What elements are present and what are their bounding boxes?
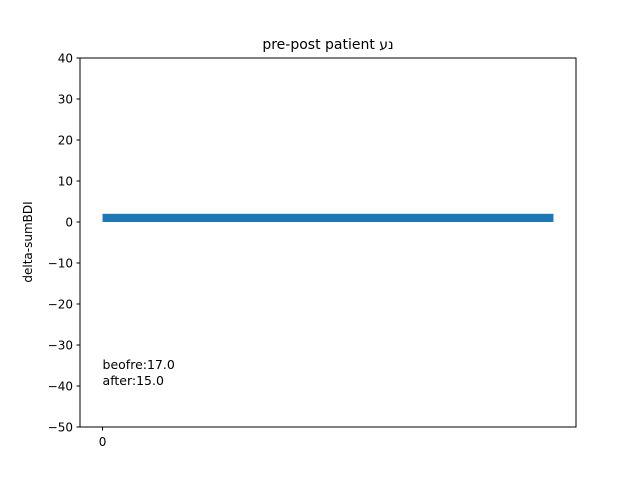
x-tick-label-0: 0 <box>99 435 107 449</box>
y-tick-label-4: −10 <box>48 257 73 271</box>
y-tick-label-5: 0 <box>65 216 73 230</box>
chart-title: pre-post patient נע <box>262 37 393 53</box>
y-tick-label-1: −40 <box>48 380 73 394</box>
plot-area <box>102 213 554 222</box>
y-tick-label-7: 20 <box>58 134 73 148</box>
annotation-0: beofre:17.0 <box>103 357 175 372</box>
y-axis-label: delta-sumBDI <box>21 201 35 282</box>
y-tick-label-8: 30 <box>58 93 73 107</box>
y-tick-label-3: −20 <box>48 298 73 312</box>
y-tick-label-0: −50 <box>48 421 73 435</box>
y-axis: −50 −40 −30 −20 −10 0 10 20 30 40 <box>48 52 80 435</box>
axes-frame <box>79 57 577 428</box>
y-tick-label-2: −30 <box>48 339 73 353</box>
bar-0 <box>102 213 554 222</box>
y-tick-label-9: 40 <box>58 52 73 66</box>
x-axis: 0 <box>99 427 107 449</box>
y-tick-label-6: 10 <box>58 175 73 189</box>
annotation-1: after:15.0 <box>103 373 164 388</box>
